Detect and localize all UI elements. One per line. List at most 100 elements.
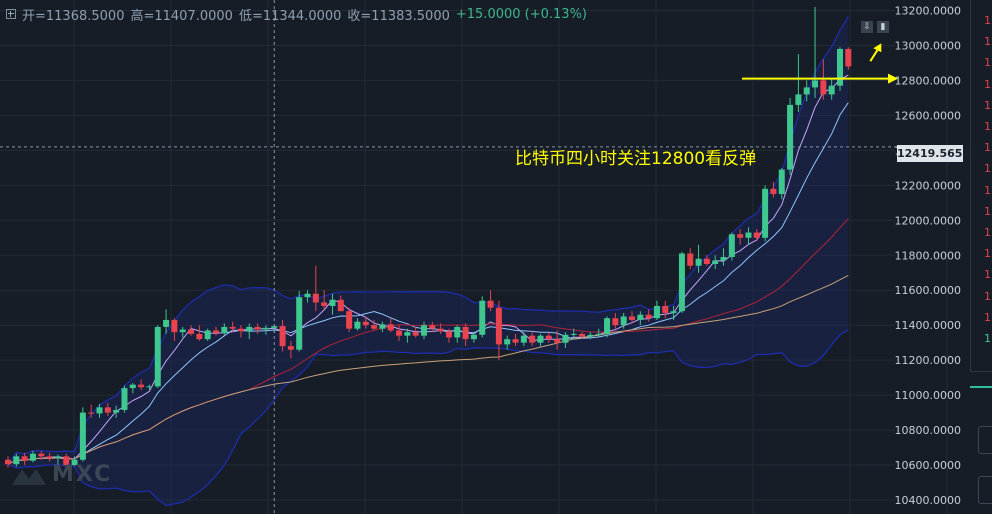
mxc-logo-icon [12,468,46,485]
annotation-text: 比特币四小时关注12800看反弹 [515,149,757,169]
candle-body [728,234,735,257]
candle-body [762,188,769,238]
right-panel-input-box[interactable] [978,426,992,454]
candle-body [629,316,635,320]
candle-body [396,330,403,336]
candles [5,6,852,473]
right-panel-divider [970,0,971,372]
candle-body [512,339,519,343]
candle-body [237,328,244,332]
candle-body [54,456,61,459]
right-panel-price: 12 [984,56,992,70]
candle-body [29,453,36,461]
candle-body [620,316,627,326]
right-panel-input-box[interactable] [978,476,992,504]
candle-body [321,302,328,306]
y-tick-label: 10400.0000 [895,494,961,507]
candle-body [154,326,161,387]
right-panel-tab[interactable] [970,358,992,388]
watermark: MXC [12,462,112,487]
right-panel-price: 12 [984,14,992,27]
high-value: 高=11407.0000 [130,8,233,24]
right-panel-price: 12 [984,226,992,239]
candle-body [171,319,178,333]
right-panel-price: 12 [984,204,992,218]
candle-body [795,94,802,105]
candle-body [653,305,660,319]
ma-short-line [7,74,849,465]
candle-body [695,258,702,266]
candle-body [837,48,843,86]
candle-body [479,300,486,335]
y-tick-label: 10800.0000 [895,424,961,437]
right-panel-divider-row [970,371,992,372]
candle-body [745,232,752,238]
y-axis: 13200.0000 13000.0000 12800.0000 12600.0000… [895,4,961,507]
candle-body [445,331,452,338]
candle-body [429,325,436,329]
band-fill [8,16,849,506]
change-value: +15.0000 (+0.13%) [455,6,587,22]
candle-body [337,299,344,312]
candle-body [687,253,694,266]
candle-body [712,260,719,264]
candle-body [246,326,253,332]
download-icon[interactable]: ⇩ [861,21,873,33]
candle-body [554,339,561,343]
candle-body [221,326,228,334]
right-panel-price: 12 [984,268,992,282]
candle-body [520,335,527,343]
candle-body [787,104,794,170]
candle-body [753,232,760,238]
band-lower [7,329,849,506]
candle-body [770,188,777,195]
rebound-arrow-head [873,43,882,53]
candle-body [204,330,211,340]
y-tick-label: 12000.0000 [895,214,961,227]
candle-body [371,325,378,329]
candle-body [820,80,827,95]
candle-body [38,453,45,457]
candle-body [529,335,536,343]
right-panel-price: 12 [984,141,992,155]
expand-plus-icon[interactable] [6,9,16,19]
moving-averages [7,74,849,465]
right-panel-price: 12 [984,183,992,197]
candle-body [229,326,236,329]
y-tick-label: 11200.0000 [895,354,961,367]
right-panel-prices: 12 12 12 12 12 12 12 12 12 12 12 12 12 12 12 1 [984,0,992,360]
watermark-text: MXC [52,462,113,487]
crosshair [0,0,897,514]
right-panel-price: 1 [984,332,991,345]
candle-body [803,87,810,95]
candle-body [121,388,128,410]
candle-body [213,330,219,334]
right-panel-price: 12 [984,162,992,176]
candle-body [21,456,28,461]
candle-body [329,299,336,306]
candle-body [254,326,261,330]
candle-body [179,329,186,333]
candle-body [562,334,569,343]
lock-icon[interactable]: ▮ [877,21,889,33]
candle-body [812,80,819,88]
candle-body [79,412,86,460]
ma-mid-line [7,102,849,465]
candle-body [404,332,411,336]
low-value: 低=11344.0000 [238,8,342,24]
candle-body [612,318,619,326]
y-tick-label: 12200.0000 [895,179,961,192]
right-panel-price: 12 [984,98,992,112]
candle-body [379,324,386,329]
candle-body [470,334,477,340]
candle-body [262,327,269,330]
candle-body [387,324,394,331]
candle-body [5,459,11,465]
support-arrow-head [888,73,898,84]
candle-body [828,85,835,95]
right-panel-price: 12 [984,77,992,91]
y-tick-label: 11400.0000 [895,319,961,332]
